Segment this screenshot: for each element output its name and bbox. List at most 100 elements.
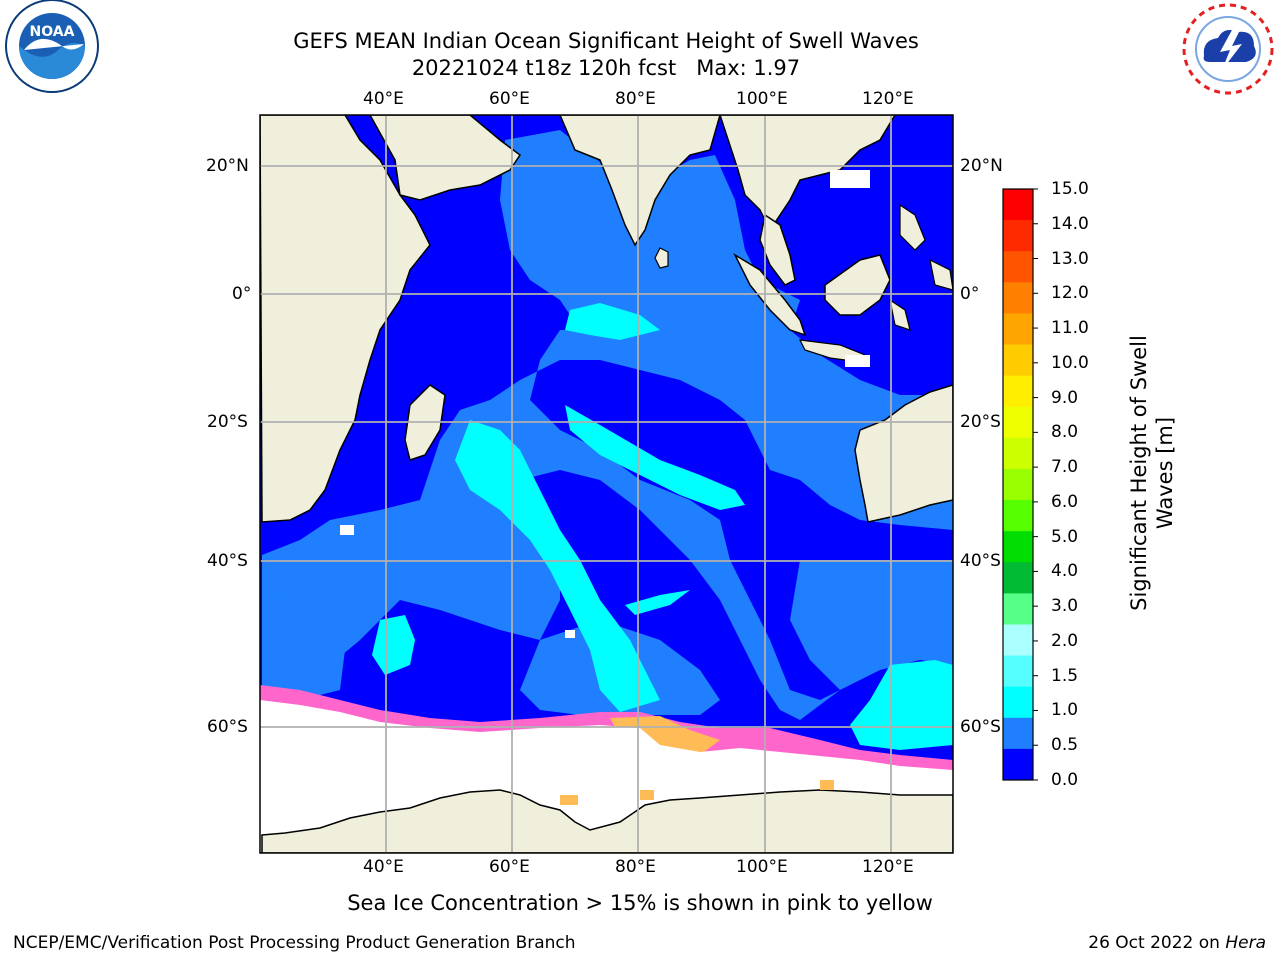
colorbar-tick-label: 9.0	[1051, 387, 1079, 408]
lon-tick-top-40e: 40°E	[363, 89, 404, 109]
footer-host: Hera	[1225, 933, 1266, 953]
map-gridlines	[260, 115, 953, 853]
colorbar-tick-label: 5.0	[1051, 526, 1079, 547]
colorbar-segment	[1003, 468, 1033, 501]
lat-tick-right-20s: 20°S	[960, 412, 1001, 432]
lat-tick-right-60s: 60°S	[960, 717, 1001, 737]
colorbar-segment	[1003, 189, 1033, 221]
land-australia	[854, 384, 953, 523]
map-field	[260, 115, 953, 853]
land-antarctica	[261, 789, 953, 853]
swell-region-10-15-f	[625, 590, 690, 615]
colorbar-tick-label: 0.0	[1051, 770, 1079, 790]
colorbar-segment	[1003, 593, 1033, 625]
sea-ice-patch	[820, 780, 834, 790]
colorbar-tick-label: 6.0	[1051, 491, 1079, 512]
lon-tick-top-120e: 120°E	[862, 89, 914, 109]
sea-ice-caption: Sea Ice Concentration > 15% is shown in …	[347, 891, 933, 915]
land-malay-peninsula	[759, 213, 796, 286]
lat-tick-left-20n: 20°N	[206, 156, 249, 176]
colorbar-segment	[1003, 406, 1033, 439]
colorbar-tick-label: 12.0	[1051, 283, 1089, 304]
colorbar-tick-label: 7.0	[1051, 457, 1079, 478]
data-gap	[845, 355, 870, 367]
swell-region-10-15-b	[455, 420, 660, 712]
colorbar	[1003, 188, 1038, 781]
colorbar-segment	[1003, 562, 1033, 594]
land-africa	[260, 115, 431, 523]
sea-ice-patch	[640, 790, 654, 800]
data-gap	[340, 525, 354, 535]
colorbar-segment	[1003, 748, 1033, 781]
colorbar-segment	[1003, 437, 1033, 470]
colorbar-tick-label: 3.0	[1051, 596, 1079, 617]
colorbar-segment	[1003, 717, 1033, 750]
land-se-asia	[719, 115, 896, 232]
colorbar-segment	[1003, 655, 1033, 688]
colorbar-segment	[1003, 220, 1033, 252]
colorbar-segment	[1003, 531, 1033, 563]
sea-ice-patch	[560, 795, 578, 805]
lat-tick-left-60s: 60°S	[207, 717, 248, 737]
lon-tick-top-100e: 100°E	[736, 89, 788, 109]
footer-producer: NCEP/EMC/Verification Post Processing Pr…	[13, 933, 576, 953]
lon-tick-top-60e: 60°E	[489, 89, 530, 109]
swell-region-10-15-e	[565, 303, 660, 340]
lat-tick-right-0: 0°	[960, 284, 980, 304]
colorbar-segment	[1003, 375, 1033, 408]
land-islands-east	[889, 203, 953, 331]
chart-title: GEFS MEAN Indian Ocean Significant Heigh…	[293, 29, 919, 53]
colorbar-tick-label: 8.0	[1051, 422, 1079, 443]
colorbar-frame	[1002, 188, 1034, 781]
colorbar-segment	[1003, 282, 1033, 314]
nws-logo	[1182, 3, 1274, 95]
colorbar-tick-label: 14.0	[1051, 213, 1089, 234]
land-borneo	[824, 254, 891, 316]
colorbar-segment	[1003, 313, 1033, 346]
map-frame	[259, 114, 954, 854]
colorbar-segment	[1003, 624, 1033, 657]
lat-tick-left-0: 0°	[232, 284, 252, 304]
colorbar-tick-label: 15.0	[1051, 179, 1089, 199]
chart-subtitle: 20221024 t18z 120h fcst Max: 1.97	[411, 56, 801, 80]
land-india	[559, 115, 721, 247]
lat-tick-left-40s: 40°S	[207, 551, 248, 571]
lon-tick-bottom-100e: 100°E	[736, 857, 788, 877]
colorbar-label-line2: Waves [m]	[1153, 416, 1177, 530]
lon-tick-bottom-60e: 60°E	[489, 857, 530, 877]
swell-region-10-15-d	[372, 615, 415, 675]
colorbar-tick-label: 13.0	[1051, 248, 1089, 269]
colorbar-segment	[1003, 251, 1033, 283]
colorbar-tick-label: 2.0	[1051, 630, 1079, 651]
colorbar-tick-label: 1.0	[1051, 700, 1079, 721]
footer-date: 26 Oct 2022 on Hera	[1088, 933, 1266, 953]
colorbar-segment	[1003, 686, 1033, 719]
colorbar-label-line1: Significant Height of Swell	[1127, 335, 1151, 611]
lon-tick-bottom-40e: 40°E	[363, 857, 404, 877]
swell-region-10-15-a	[565, 405, 745, 510]
lat-tick-right-20n: 20°N	[960, 156, 1003, 176]
colorbar-label: Significant Height of Swell Waves [m]	[1126, 335, 1178, 611]
colorbar-segment	[1003, 344, 1033, 377]
colorbar-tick-label: 0.5	[1051, 735, 1079, 756]
lon-tick-bottom-120e: 120°E	[862, 857, 914, 877]
footer-date-text: 26 Oct 2022 on	[1088, 933, 1226, 953]
colorbar-tick-label: 4.0	[1051, 561, 1079, 582]
data-gap	[830, 170, 870, 188]
data-gap	[565, 630, 575, 638]
land-arabia	[369, 115, 522, 201]
colorbar-tick-label: 1.5	[1051, 665, 1079, 686]
lat-tick-left-20s: 20°S	[207, 412, 248, 432]
lon-tick-top-80e: 80°E	[615, 89, 656, 109]
noaa-logo-text: NOAA	[30, 24, 75, 40]
swell-region-05-10-south	[262, 590, 345, 700]
swell-region-05-10	[262, 130, 953, 720]
colorbar-segment	[1003, 500, 1033, 532]
lat-tick-right-40s: 40°S	[960, 551, 1001, 571]
colorbar-tick-label: 10.0	[1051, 352, 1089, 373]
lon-tick-bottom-80e: 80°E	[615, 857, 656, 877]
noaa-logo: NOAA	[5, 0, 99, 93]
colorbar-tick-label: 11.0	[1051, 318, 1089, 339]
land-srilanka	[654, 247, 669, 269]
